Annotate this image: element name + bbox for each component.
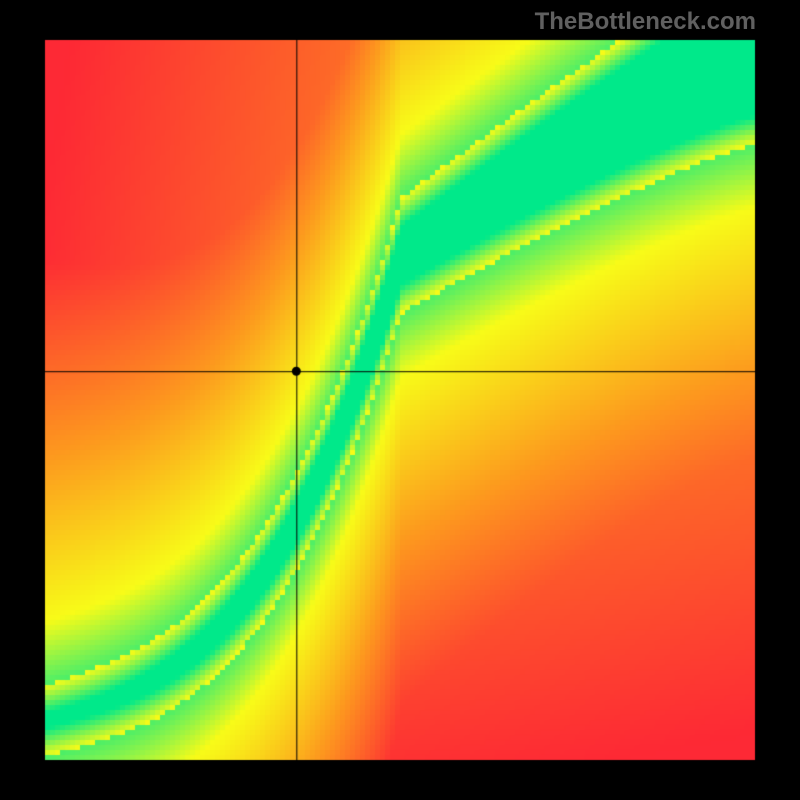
chart-container: TheBottleneck.com	[0, 0, 800, 800]
watermark-text: TheBottleneck.com	[535, 8, 756, 36]
bottleneck-heatmap	[0, 0, 800, 800]
